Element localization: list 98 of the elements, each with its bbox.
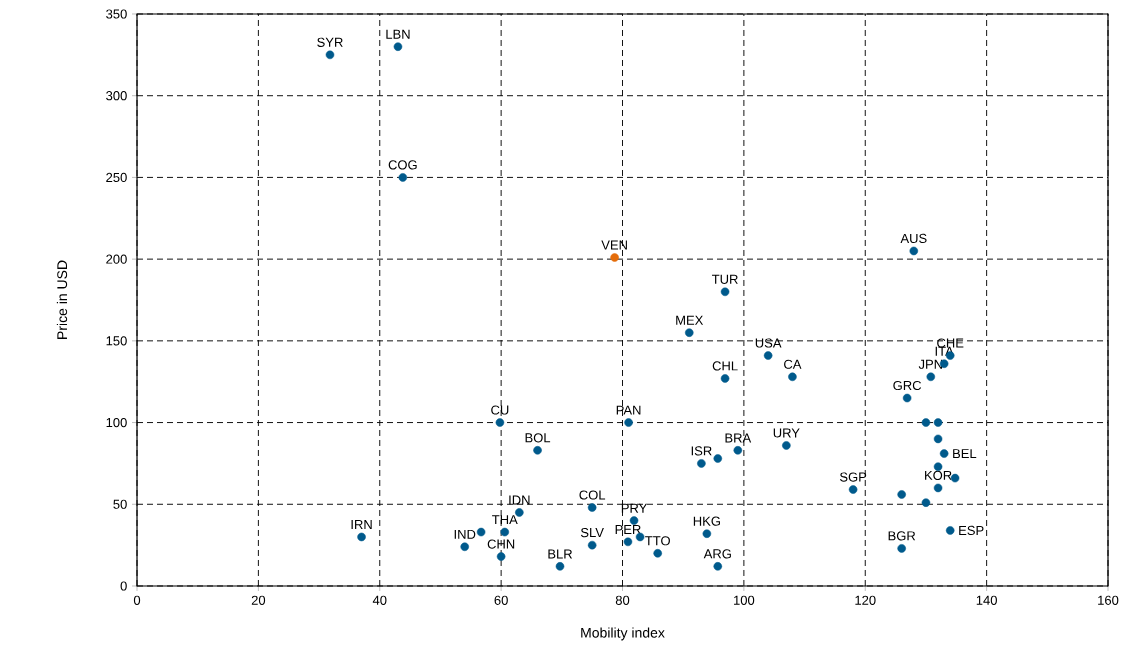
point [720,374,730,383]
point [788,372,797,382]
annotation: ESP [959,525,984,536]
point [610,253,619,262]
y-tick-label: 0 [120,581,127,591]
point [533,446,542,455]
point [713,454,723,463]
annotation: BEL [953,449,977,459]
annotation: HKG [693,516,720,526]
point [357,532,366,542]
annotation: CHE [937,338,964,348]
point [496,552,506,561]
point [933,418,943,427]
annotation: BRA [725,433,752,443]
annotation: SYR [317,37,343,47]
annotation: CA [784,359,802,369]
annotation: ISR [691,446,712,456]
x-tick-label: 40 [372,595,387,605]
annotation: PRY [621,503,647,513]
x-tick-label: 0 [133,595,141,605]
annotation: CHN [487,539,515,549]
annotation: TTO [645,536,670,546]
point [697,459,706,468]
y-tick-label: 300 [106,91,127,101]
point [624,418,633,427]
annotation: LBN [386,29,410,39]
point [623,537,633,547]
y-tick-label: 200 [106,254,127,264]
annotation: PER [615,524,641,534]
y-axis-title: Price in USD [56,260,68,339]
annotation: CU [491,405,509,415]
point [945,526,955,535]
annotation: COG [388,160,417,170]
point [629,516,639,525]
point [684,328,694,337]
y-tick-label: 100 [106,417,127,428]
point [720,287,730,297]
point [500,527,510,537]
annotation: BOL [525,433,551,443]
x-axis-title: Mobility index [581,627,665,641]
point [587,503,597,512]
annotation: AUS [900,233,927,244]
x-tick-label: 60 [494,595,508,605]
annotation: URY [773,428,800,438]
point [939,449,949,458]
point [325,50,335,60]
annotation: MEX [676,315,704,325]
point [398,173,408,182]
annotation: USA [755,338,782,348]
point [515,508,524,517]
y-tick-label: 50 [113,499,127,509]
annotation: SGP [839,472,867,482]
point [495,418,505,427]
annotation: ARG [703,549,731,559]
point [713,562,723,571]
point [763,351,773,360]
x-tick-label: 120 [855,595,876,605]
point [555,562,565,571]
x-tick-label: 100 [734,595,755,605]
point [909,246,919,256]
point [902,393,912,403]
annotation: VEN [601,240,627,250]
x-tick-label: 20 [251,595,266,605]
annotation: PAN [616,405,641,415]
point [933,434,943,444]
annotation: IDN [509,495,530,505]
point [921,418,931,427]
annotation: BGR [888,531,916,541]
annotation: TUR [712,274,738,284]
x-tick-label: 140 [976,595,997,605]
annotation: THA [492,515,518,525]
y-tick-label: 250 [106,172,127,183]
point [933,483,943,493]
annotation: SLV [580,527,604,538]
point [653,549,662,558]
y-tick-label: 150 [106,336,127,346]
x-tick-label: 80 [615,595,630,605]
point [921,498,931,507]
annotation: GRC [893,380,922,391]
annotation: KOR [925,470,952,480]
point [848,485,858,494]
annotation: COL [579,490,606,500]
point [926,372,936,382]
annotation: IRN [351,520,372,530]
x-tick-label: 160 [1098,595,1119,605]
point [476,527,486,537]
annotation: BLR [548,549,573,559]
annotation: CHL [712,361,738,371]
point [702,529,712,538]
point [733,446,743,455]
point [393,42,403,51]
point [460,542,469,552]
point [587,540,597,550]
point [782,441,791,450]
annotation: IND [454,529,476,539]
y-tick-label: 350 [106,9,127,19]
point [897,544,906,553]
point [897,490,906,499]
